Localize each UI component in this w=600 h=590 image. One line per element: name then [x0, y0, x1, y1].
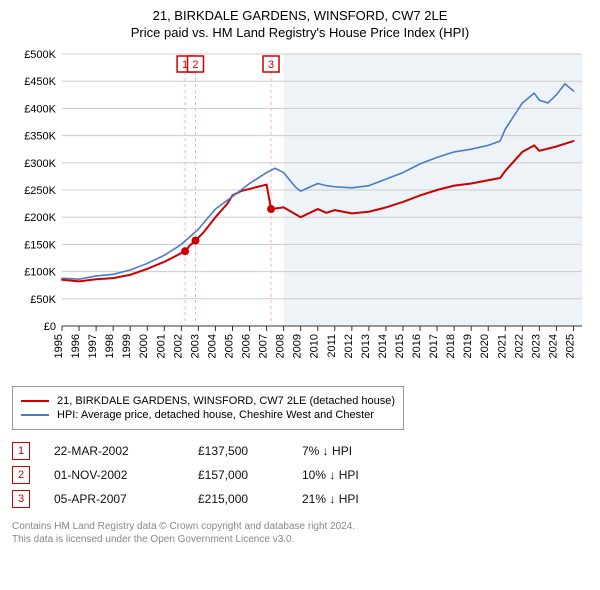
svg-text:2016: 2016	[411, 334, 423, 358]
svg-text:1995: 1995	[53, 334, 65, 358]
line-chart-svg: £0 £50K £100K £150K £200K £250K £300K £350K £400…	[12, 46, 588, 376]
svg-text:2004: 2004	[206, 334, 218, 358]
table-row: 3 05-APR-2007 £215,000 21% ↓ HPI	[12, 490, 588, 508]
sale-diff: 7% ↓ HPI	[302, 444, 402, 458]
svg-text:£100K: £100K	[24, 267, 56, 279]
legend-swatch	[21, 414, 49, 416]
svg-text:3: 3	[268, 59, 274, 71]
sale-marker-box: 3	[12, 490, 30, 508]
svg-text:2003: 2003	[189, 334, 201, 358]
svg-text:2014: 2014	[377, 334, 389, 358]
table-row: 1 22-MAR-2002 £137,500 7% ↓ HPI	[12, 442, 588, 460]
sale-date: 05-APR-2007	[54, 492, 174, 506]
svg-text:£50K: £50K	[30, 294, 56, 306]
sale-marker-number: 3	[18, 493, 24, 505]
sale-date: 22-MAR-2002	[54, 444, 174, 458]
chart-plot-area: £0 £50K £100K £150K £200K £250K £300K £350K £400…	[12, 46, 588, 376]
svg-text:2025: 2025	[564, 334, 576, 358]
attribution-line: Contains HM Land Registry data © Crown c…	[12, 520, 588, 533]
svg-text:2008: 2008	[275, 334, 287, 358]
sale-marker-number: 1	[18, 445, 24, 457]
sale-marker-number: 2	[18, 469, 24, 481]
svg-text:2011: 2011	[326, 334, 338, 358]
legend-swatch	[21, 400, 49, 402]
svg-text:2000: 2000	[138, 334, 150, 358]
svg-text:2: 2	[192, 59, 198, 71]
attribution-line: This data is licensed under the Open Gov…	[12, 533, 588, 546]
svg-text:2007: 2007	[258, 334, 270, 358]
svg-text:£200K: £200K	[24, 212, 56, 224]
svg-text:2020: 2020	[479, 334, 491, 358]
svg-text:2024: 2024	[547, 334, 559, 358]
svg-text:2022: 2022	[513, 334, 525, 358]
svg-text:1996: 1996	[70, 334, 82, 358]
svg-text:2021: 2021	[496, 334, 508, 358]
sale-diff: 21% ↓ HPI	[302, 492, 402, 506]
svg-text:2019: 2019	[462, 334, 474, 358]
svg-text:2006: 2006	[241, 334, 253, 358]
sale-price: £215,000	[198, 492, 278, 506]
chart-container: 21, BIRKDALE GARDENS, WINSFORD, CW7 2LE …	[0, 0, 600, 554]
title-block: 21, BIRKDALE GARDENS, WINSFORD, CW7 2LE …	[12, 8, 588, 40]
svg-text:2013: 2013	[360, 334, 372, 358]
svg-text:1998: 1998	[104, 334, 116, 358]
sale-marker-box: 2	[12, 466, 30, 484]
legend: 21, BIRKDALE GARDENS, WINSFORD, CW7 2LE …	[12, 386, 404, 430]
svg-text:£350K: £350K	[24, 131, 56, 143]
svg-text:2009: 2009	[292, 334, 304, 358]
svg-text:£150K: £150K	[24, 239, 56, 251]
table-row: 2 01-NOV-2002 £157,000 10% ↓ HPI	[12, 466, 588, 484]
svg-text:£450K: £450K	[24, 76, 56, 88]
chart-title-line1: 21, BIRKDALE GARDENS, WINSFORD, CW7 2LE	[12, 8, 588, 23]
svg-text:2005: 2005	[223, 334, 235, 358]
chart-title-line2: Price paid vs. HM Land Registry's House …	[12, 25, 588, 40]
legend-label: 21, BIRKDALE GARDENS, WINSFORD, CW7 2LE …	[57, 395, 395, 407]
sale-price: £137,500	[198, 444, 278, 458]
svg-text:£300K: £300K	[24, 158, 56, 170]
svg-text:£400K: £400K	[24, 103, 56, 115]
svg-text:2018: 2018	[445, 334, 457, 358]
legend-label: HPI: Average price, detached house, Ches…	[57, 409, 374, 421]
svg-text:2001: 2001	[155, 334, 167, 358]
attribution: Contains HM Land Registry data © Crown c…	[12, 520, 588, 546]
legend-item: HPI: Average price, detached house, Ches…	[21, 409, 395, 421]
sale-date: 01-NOV-2002	[54, 468, 174, 482]
svg-text:£0: £0	[44, 321, 56, 333]
legend-item: 21, BIRKDALE GARDENS, WINSFORD, CW7 2LE …	[21, 395, 395, 407]
svg-text:2023: 2023	[530, 334, 542, 358]
svg-text:2017: 2017	[428, 334, 440, 358]
svg-text:£250K: £250K	[24, 185, 56, 197]
svg-text:2010: 2010	[309, 334, 321, 358]
svg-text:1999: 1999	[121, 334, 133, 358]
sale-marker-box: 1	[12, 442, 30, 460]
svg-text:2015: 2015	[394, 334, 406, 358]
sales-table: 1 22-MAR-2002 £137,500 7% ↓ HPI 2 01-NOV…	[12, 442, 588, 508]
svg-text:2002: 2002	[172, 334, 184, 358]
svg-text:£500K: £500K	[24, 49, 56, 61]
sale-diff: 10% ↓ HPI	[302, 468, 402, 482]
svg-text:1997: 1997	[87, 334, 99, 358]
svg-text:2012: 2012	[343, 334, 355, 358]
sale-price: £157,000	[198, 468, 278, 482]
